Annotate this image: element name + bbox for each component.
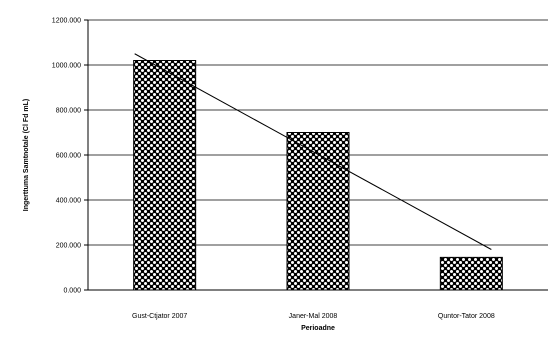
y-tick-label: 200.000 xyxy=(56,243,81,250)
bar xyxy=(440,257,502,290)
y-tick-label: 600.000 xyxy=(56,153,81,160)
x-axis-title: Perioadne xyxy=(301,325,335,332)
y-tick-label: 0.000 xyxy=(63,288,81,295)
y-tick-label: 1200.000 xyxy=(52,18,81,25)
bar-layer xyxy=(134,61,503,291)
y-axis-title: Ingerttuma Samtnotale (Cl Fd mL) xyxy=(23,99,30,211)
bar xyxy=(134,61,196,291)
y-tick-label: 1000.000 xyxy=(52,63,81,70)
y-tick-label: 400.000 xyxy=(56,198,81,205)
y-tick-label: 800.000 xyxy=(56,108,81,115)
label-layer: 0.000 200.000 400.000 600.000 800.000 1000.00… xyxy=(52,18,495,321)
bar xyxy=(287,133,349,291)
x-category-label: Quntor-Tator 2008 xyxy=(438,313,495,320)
x-category-label: Gust-Ctjator 2007 xyxy=(132,313,187,320)
x-category-label: Janer-Mal 2008 xyxy=(289,313,338,320)
